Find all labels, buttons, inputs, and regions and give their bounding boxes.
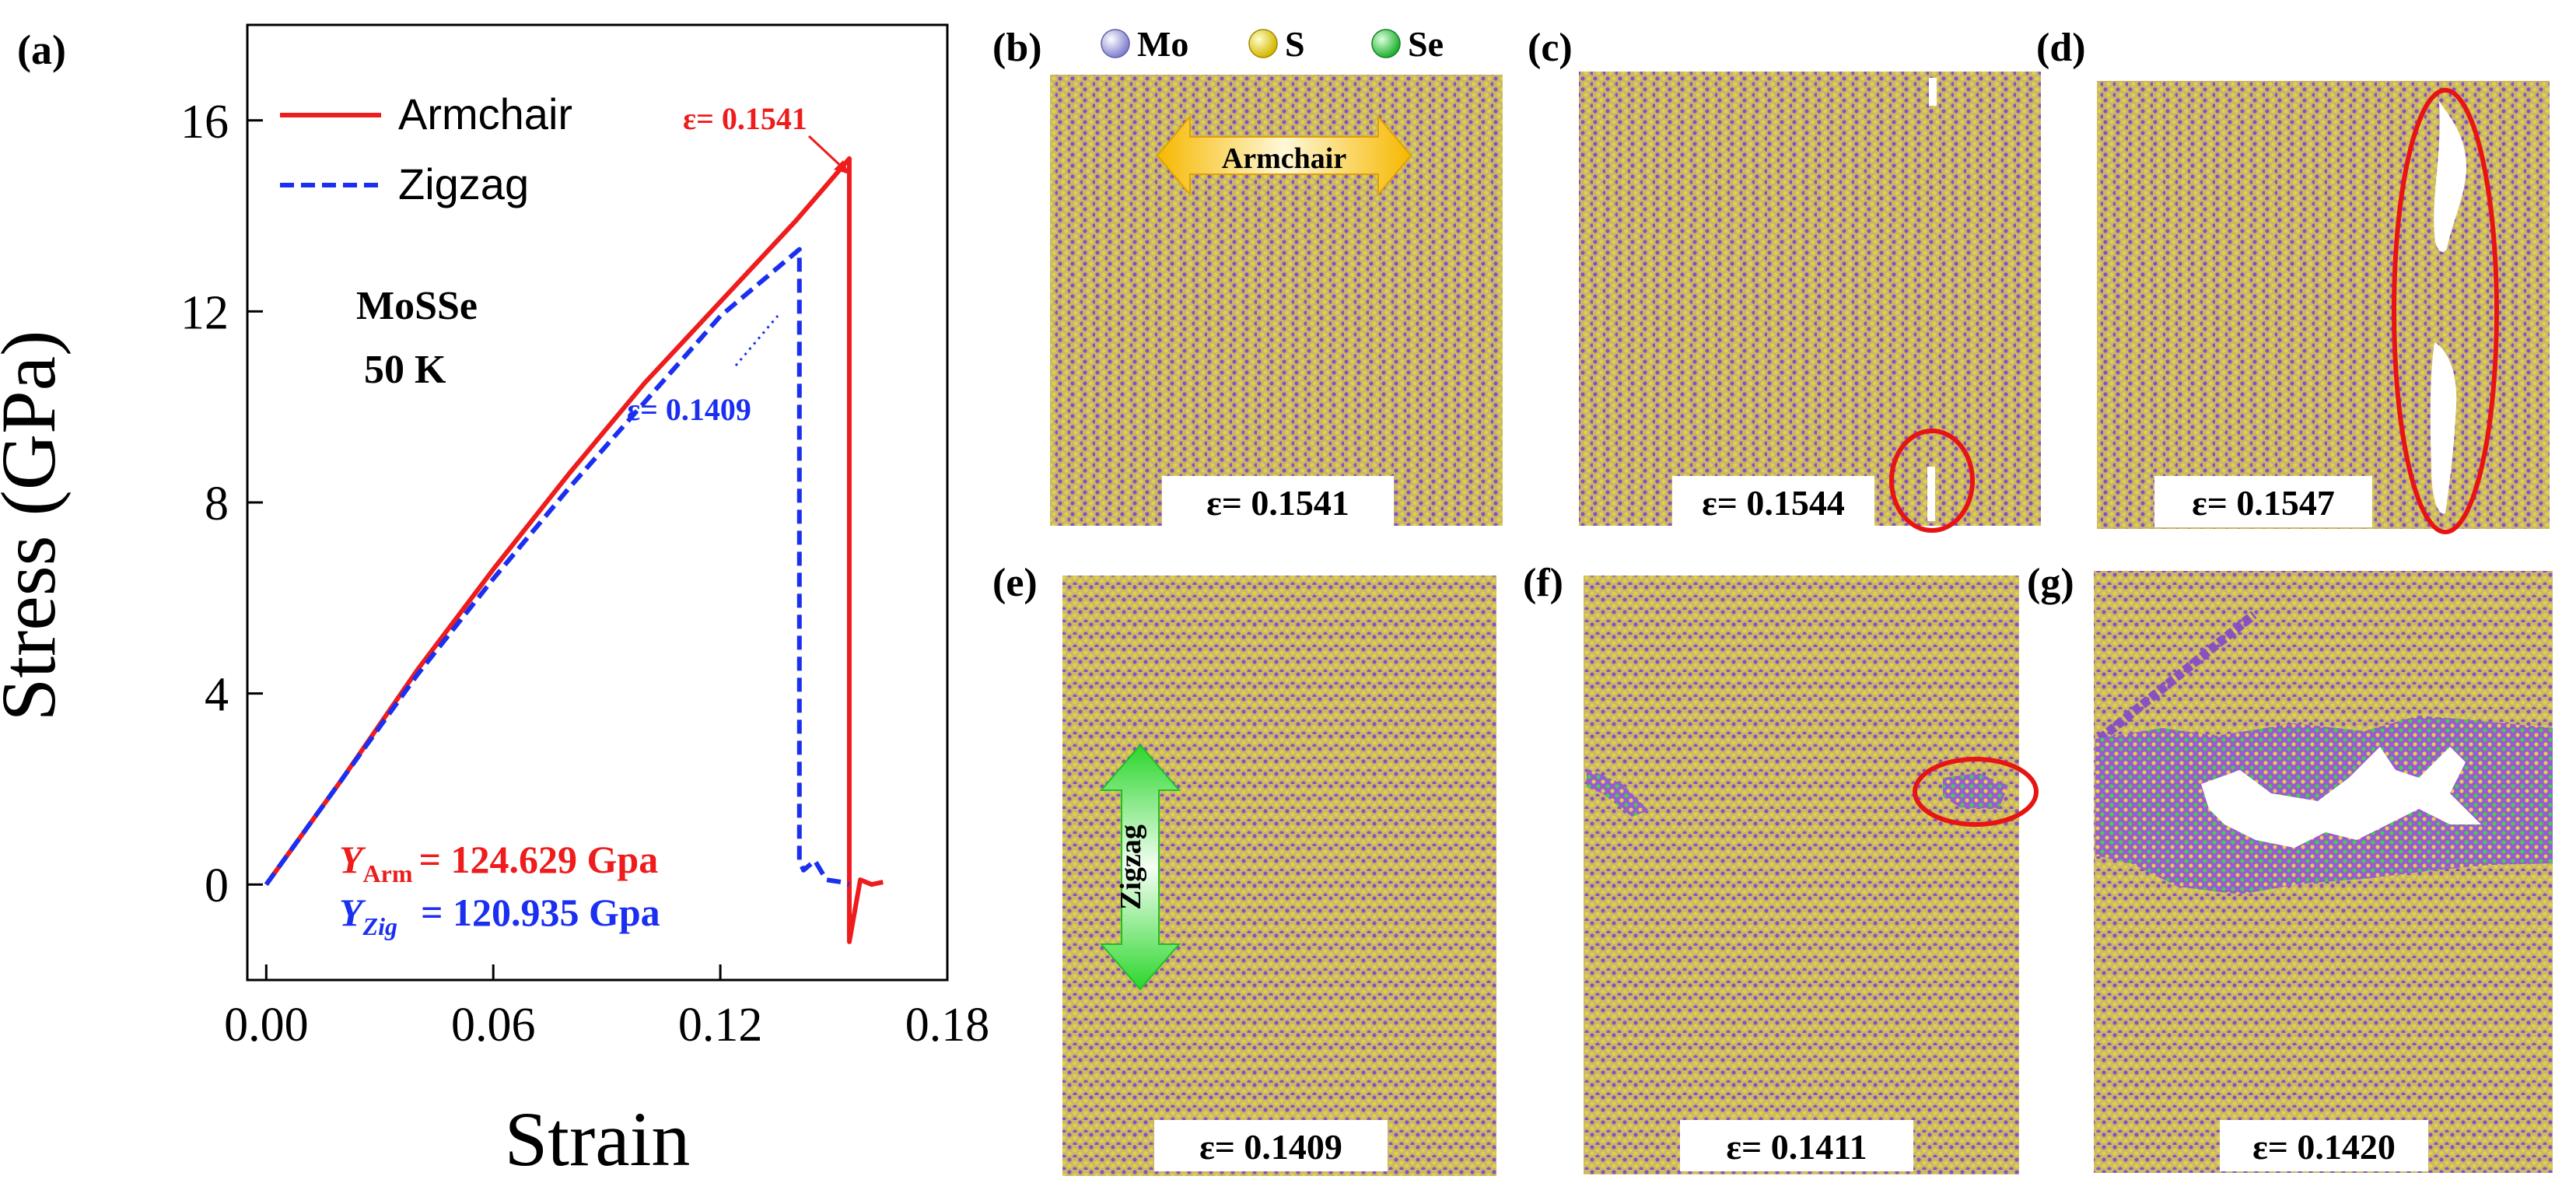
- young-modulus-armchair: YArm = 124.629 Gpa: [339, 838, 658, 887]
- panel-a: (a) 0.00 0.06 0.12 0.18 0 4 8 12 16 Stress (GPa…: [0, 23, 989, 1182]
- strain-box-g: [2220, 1120, 2428, 1171]
- x-axis-ticks: 0.00 0.06 0.12 0.18: [224, 964, 989, 1052]
- temperature-label: 50 K: [364, 348, 446, 392]
- strain-label-d: ε= 0.1547: [2192, 483, 2335, 523]
- panel-label-g: (g): [2027, 561, 2074, 605]
- panel-label-f: (f): [1523, 561, 1563, 605]
- annotation-zigzag-fracture: ε= 0.1409: [627, 392, 751, 427]
- annotation-zigzag-pointer: [734, 315, 779, 366]
- strain-label-b: ε= 0.1541: [1206, 483, 1349, 523]
- slip-band-g: [2097, 611, 2257, 743]
- lattice-d: [2097, 81, 2550, 529]
- snapshot-f: (f) ε= 0.1411: [1523, 561, 2039, 1174]
- atom-s-label: S: [1285, 24, 1305, 64]
- snapshot-d: (d) ε= 0.1547: [2036, 26, 2550, 534]
- crack-g: [2201, 747, 2481, 848]
- atom-se-label: Se: [1408, 24, 1444, 64]
- y-tick-label: 4: [205, 669, 229, 722]
- panel-label-d: (d): [2036, 26, 2086, 70]
- y-axis-ticks: 0 4 8 12 16: [180, 96, 263, 912]
- atom-mo-icon: [1101, 29, 1130, 58]
- panel-label-c: (c): [1528, 26, 1573, 70]
- defect-f-left: [1587, 768, 1649, 817]
- crack-c-top: [1929, 78, 1937, 106]
- y-tick-label: 16: [180, 96, 229, 149]
- legend-label-armchair: Armchair: [398, 89, 572, 138]
- atom-s-icon: [1248, 29, 1278, 58]
- zigzag-direction-label: Zigzag: [1115, 824, 1147, 910]
- material-label: MoSSe: [356, 284, 478, 328]
- defect-highlight-f: [1913, 757, 2039, 827]
- crack-d-upper: [2434, 101, 2467, 252]
- crack-highlight-c: [1889, 429, 1975, 533]
- strain-box-c: [1672, 476, 1874, 527]
- lattice-c: [1579, 72, 2041, 526]
- crack-highlight-d: [2392, 88, 2499, 534]
- crack-d-lower: [2430, 342, 2457, 514]
- series-layer: [264, 156, 884, 944]
- legend-label-zigzag: Zigzag: [398, 159, 529, 208]
- snapshot-c: (c) ε= 0.1544: [1528, 26, 2041, 533]
- crack-c-bottom: [1927, 467, 1935, 521]
- x-tick-label: 0.06: [451, 999, 536, 1052]
- young-modulus-zigzag: YZig = 120.935 Gpa: [339, 891, 660, 940]
- strain-label-f: ε= 0.1411: [1726, 1127, 1867, 1167]
- strain-label-e: ε= 0.1409: [1199, 1127, 1342, 1167]
- panel-label-e: (e): [992, 561, 1038, 605]
- y-axis-label: Stress (GPa): [0, 331, 72, 722]
- lattice-f: [1584, 576, 2019, 1174]
- snapshot-b: (b) Armchair ε= 0.1541: [992, 26, 1503, 527]
- atom-legend: Mo S Se: [1101, 24, 1444, 64]
- snapshot-e: (e) Zigzag ε= 0.1409: [992, 561, 1496, 1176]
- series-line-armchair: [264, 156, 884, 944]
- armchair-direction-arrow: [1156, 114, 1412, 197]
- annotation-armchair-fracture: ε= 0.1541: [683, 101, 807, 136]
- strain-label-g: ε= 0.1420: [2252, 1127, 2396, 1167]
- y-tick-label: 8: [205, 478, 229, 530]
- atom-mo-label: Mo: [1137, 24, 1188, 64]
- defect-f-right: [1943, 773, 2008, 809]
- panel-label-a: (a): [17, 26, 66, 73]
- atom-se-icon: [1371, 29, 1401, 58]
- x-tick-label: 0.18: [905, 999, 990, 1052]
- snapshot-g: (g) ε= 0.1420: [2027, 561, 2553, 1173]
- legend: Armchair Zigzag: [280, 89, 572, 208]
- strain-box-f: [1680, 1120, 1913, 1171]
- armchair-direction-label: Armchair: [1222, 142, 1347, 175]
- panel-label-b: (b): [992, 26, 1042, 70]
- x-tick-label: 0.00: [224, 999, 309, 1052]
- zigzag-direction-arrow: [1099, 744, 1181, 991]
- strain-box-d: [2154, 476, 2372, 527]
- x-axis-label: Strain: [505, 1096, 691, 1182]
- strain-box-e: [1154, 1120, 1388, 1171]
- strain-label-c: ε= 0.1544: [1702, 483, 1845, 523]
- annotation-armchair-arrowhead: [834, 160, 849, 174]
- annotation-armchair-arrow: [807, 135, 846, 171]
- y-tick-label: 12: [180, 286, 229, 339]
- y-tick-label: 0: [205, 859, 229, 912]
- strain-box-b: [1162, 476, 1394, 527]
- x-tick-label: 0.12: [678, 999, 763, 1052]
- series-line-zigzag: [264, 247, 850, 887]
